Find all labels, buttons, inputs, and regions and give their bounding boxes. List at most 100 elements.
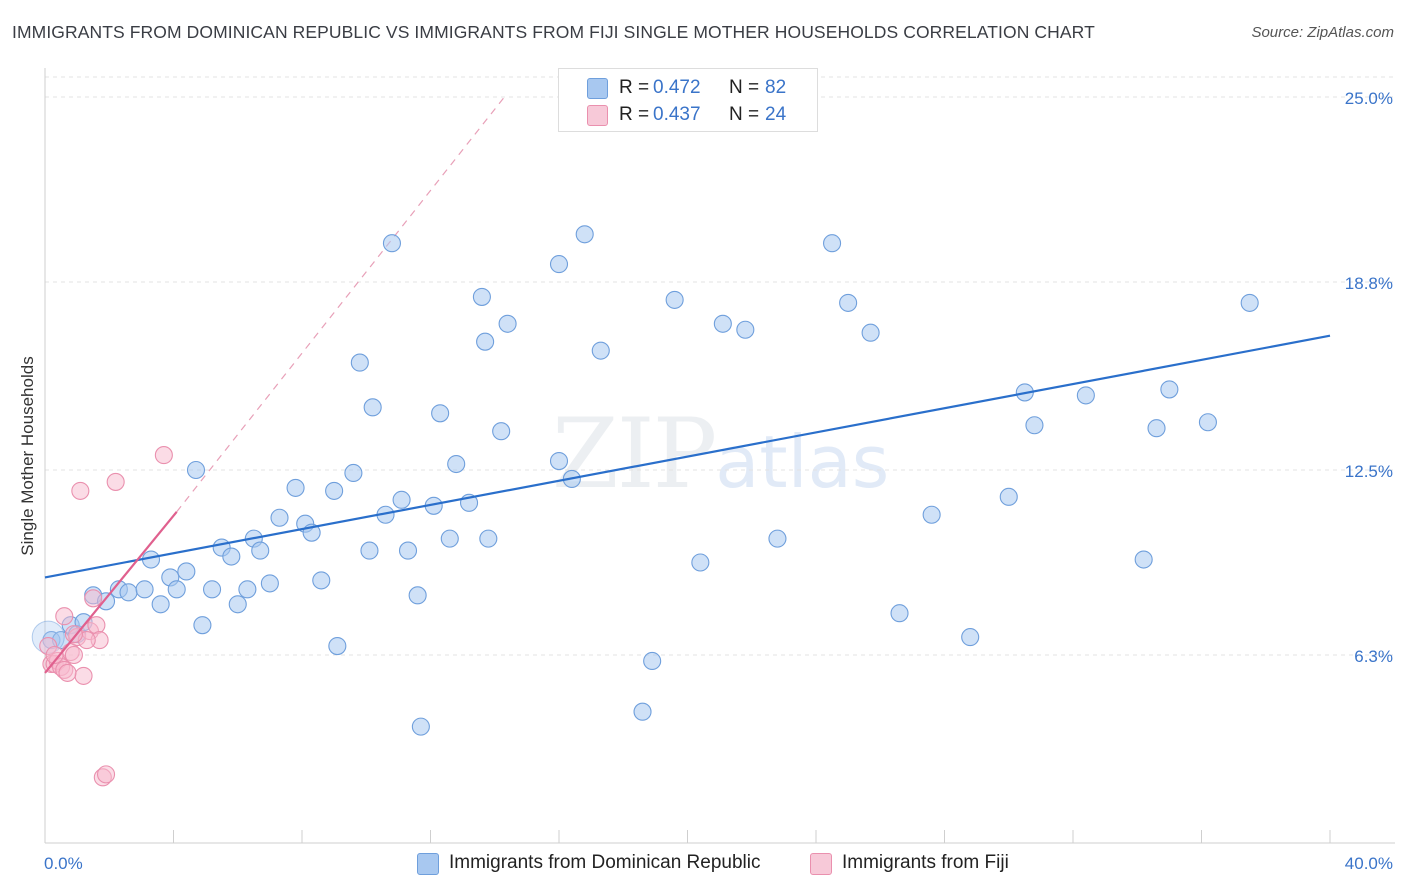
y-tick-label: 6.3%	[1354, 647, 1393, 666]
legend-n-value: 24	[765, 104, 787, 125]
data-point-dominican	[665, 290, 684, 309]
data-point-dominican	[1147, 419, 1166, 438]
data-point-dominican	[736, 320, 755, 339]
legend-r-value: 0.472	[653, 77, 701, 98]
data-point-dominican	[363, 398, 382, 417]
data-point-dominican	[492, 422, 511, 441]
data-point-fiji	[154, 446, 173, 465]
data-point-dominican	[1160, 380, 1179, 399]
data-point-dominican	[691, 553, 710, 572]
data-point-fiji	[96, 765, 116, 784]
data-point-dominican	[186, 460, 206, 480]
data-point-fiji	[55, 607, 74, 626]
data-point-dominican	[476, 332, 495, 351]
source-label: Source: ZipAtlas.com	[1251, 24, 1394, 41]
legend-r-label: R =	[619, 77, 650, 98]
data-point-dominican	[135, 580, 154, 599]
data-point-dominican	[961, 628, 980, 647]
data-point-dominican	[472, 287, 491, 306]
legend-n-label: N =	[729, 77, 760, 98]
legend-swatch-pink	[587, 105, 608, 126]
data-point-dominican	[398, 541, 418, 560]
data-point-dominican	[999, 487, 1018, 506]
legend-swatch-pink	[810, 853, 832, 875]
watermark: ZIPatlas	[552, 398, 889, 510]
data-point-dominican	[1240, 293, 1259, 312]
data-point-dominican	[713, 314, 732, 333]
chart-title: IMMIGRANTS FROM DOMINICAN REPUBLIC VS IM…	[12, 22, 1095, 42]
y-tick-label: 12.5%	[1345, 462, 1393, 481]
data-point-dominican	[440, 529, 459, 548]
legend-swatch-blue	[417, 853, 439, 875]
correlation-legend: R = 0.472 N = 82 R = 0.437 N = 24	[558, 68, 818, 132]
data-point-dominican	[251, 541, 270, 560]
data-point-dominican	[431, 404, 450, 423]
legend-r-value: 0.437	[653, 104, 701, 125]
data-point-dominican	[575, 225, 594, 244]
data-point-dominican	[1076, 386, 1095, 405]
fiji-trend-extension	[176, 96, 505, 513]
data-point-dominican	[344, 463, 363, 483]
data-point-dominican	[167, 580, 186, 599]
data-point-dominican	[890, 604, 909, 623]
fiji-trend-line	[44, 511, 178, 674]
data-point-dominican	[238, 580, 257, 599]
x-tick-label-min: 0.0%	[44, 854, 83, 873]
data-point-dominican	[768, 529, 787, 548]
legend-r-label: R =	[619, 104, 650, 125]
legend-swatch-blue	[587, 78, 608, 99]
watermark-zip: ZIP	[552, 398, 717, 510]
legend-n-value: 82	[765, 77, 787, 98]
data-point-dominican	[392, 490, 411, 509]
data-point-dominican	[328, 637, 347, 656]
dominican-trend-line	[44, 334, 1331, 579]
data-point-dominican	[498, 314, 517, 333]
data-point-dominican	[861, 323, 880, 342]
y-tick-label: 25.0%	[1345, 89, 1393, 108]
data-point-fiji	[45, 645, 64, 665]
data-point-dominican	[151, 595, 170, 614]
data-point-dominican	[360, 541, 379, 560]
data-point-dominican	[382, 234, 402, 253]
data-point-dominican	[260, 574, 279, 593]
data-point-fiji	[106, 472, 125, 491]
data-point-dominican	[228, 595, 247, 614]
data-point-dominican	[203, 580, 222, 599]
data-point-dominican	[350, 353, 369, 372]
data-point-fiji	[58, 663, 77, 682]
data-point-fiji	[64, 625, 83, 644]
legend-label: Immigrants from Fiji	[842, 852, 1009, 873]
data-point-dominican	[839, 293, 858, 312]
data-point-dominican	[270, 508, 289, 527]
data-point-dominican	[633, 702, 652, 721]
data-point-dominican	[549, 451, 569, 471]
y-tick-label: 18.8%	[1345, 274, 1393, 293]
x-tick-label-max: 40.0%	[1345, 854, 1393, 873]
data-point-fiji	[71, 481, 90, 500]
data-point-dominican	[286, 478, 305, 497]
data-point-dominican	[643, 651, 662, 671]
data-point-fiji	[64, 645, 83, 665]
data-point-dominican	[591, 341, 610, 360]
data-point-dominican	[411, 717, 430, 736]
data-point-dominican	[922, 505, 941, 524]
legend-label: Immigrants from Dominican Republic	[449, 852, 761, 873]
data-point-dominican	[447, 454, 466, 474]
data-point-fiji	[84, 589, 103, 608]
data-point-dominican	[479, 529, 498, 548]
data-point-dominican	[1025, 416, 1044, 435]
data-point-fiji	[87, 616, 106, 635]
data-point-dominican	[823, 234, 842, 253]
data-point-dominican	[1134, 550, 1153, 569]
data-point-dominican	[193, 616, 212, 635]
legend-n-label: N =	[729, 104, 760, 125]
data-point-dominican	[325, 481, 344, 500]
data-point-dominican	[408, 586, 427, 605]
data-point-fiji	[74, 666, 93, 685]
data-point-dominican	[1198, 413, 1217, 432]
data-point-dominican	[312, 571, 331, 590]
data-point-dominican	[222, 547, 241, 566]
data-point-dominican	[177, 562, 196, 581]
data-point-dominican	[549, 255, 569, 274]
